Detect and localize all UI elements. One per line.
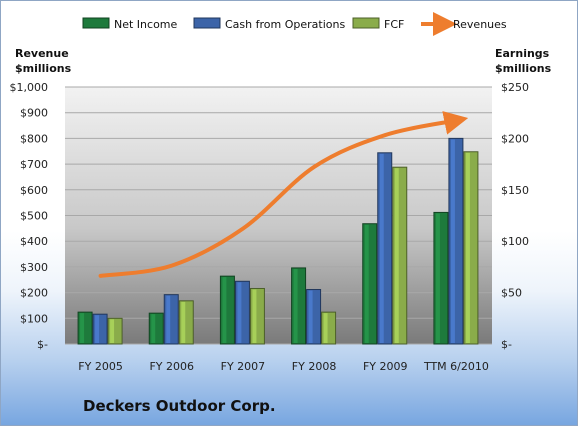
legend-label: Net Income bbox=[114, 18, 178, 31]
left-axis-title: Revenue bbox=[15, 47, 69, 60]
right-tick-label: $200 bbox=[501, 132, 529, 145]
company-name: Deckers Outdoor Corp. bbox=[83, 397, 276, 415]
right-tick-label: $250 bbox=[501, 81, 529, 94]
left-tick-label: $200 bbox=[20, 287, 48, 300]
bar-highlight bbox=[181, 301, 186, 343]
left-tick-label: $900 bbox=[20, 107, 48, 120]
bar-highlight bbox=[450, 139, 455, 343]
bar-highlight bbox=[465, 152, 470, 343]
bar-highlight bbox=[293, 268, 298, 343]
right-tick-label: $50 bbox=[501, 287, 522, 300]
bar-highlight bbox=[95, 315, 100, 343]
right-tick-label: $- bbox=[501, 338, 512, 351]
bar-highlight bbox=[80, 313, 85, 343]
category-label: TTM 6/2010 bbox=[423, 360, 489, 373]
bar-highlight bbox=[308, 290, 313, 343]
left-tick-label: $400 bbox=[20, 235, 48, 248]
revenues-line bbox=[98, 111, 469, 278]
left-axis-title: $millions bbox=[15, 62, 72, 75]
bar-highlight bbox=[252, 289, 257, 343]
bar-highlight bbox=[323, 313, 328, 343]
legend-label: Revenues bbox=[453, 18, 507, 31]
bar-highlight bbox=[110, 319, 115, 343]
bar-highlight bbox=[379, 153, 384, 343]
legend-swatch bbox=[352, 17, 380, 29]
bar-highlight bbox=[151, 314, 156, 343]
left-tick-label: $- bbox=[37, 338, 48, 351]
plot-area: $- $100 $200 $300 $400 $500 $600 $700 $800 $900 $1… bbox=[10, 81, 530, 373]
left-tick-label: $300 bbox=[20, 261, 48, 274]
bar-highlight bbox=[166, 295, 171, 343]
legend: Net Income Cash from Operations FCF Revenue… bbox=[82, 12, 507, 36]
category-label: FY 2006 bbox=[149, 360, 194, 373]
category-label: FY 2005 bbox=[78, 360, 123, 373]
right-tick-label: $100 bbox=[501, 235, 529, 248]
left-tick-label: $100 bbox=[20, 312, 48, 325]
category-label: FY 2008 bbox=[292, 360, 337, 373]
legend-swatch bbox=[193, 17, 221, 29]
left-tick-label: $500 bbox=[20, 210, 48, 223]
right-axis-title: Earnings bbox=[495, 47, 550, 60]
bar-highlight bbox=[364, 224, 369, 343]
legend-label: FCF bbox=[384, 18, 404, 31]
right-tick-label: $150 bbox=[501, 184, 529, 197]
bar-highlight bbox=[435, 213, 440, 343]
legend-label: Cash from Operations bbox=[225, 18, 345, 31]
category-label: FY 2007 bbox=[221, 360, 266, 373]
bar-highlight bbox=[394, 168, 399, 343]
legend-swatch bbox=[82, 17, 110, 29]
left-tick-label: $1,000 bbox=[10, 81, 49, 94]
left-tick-label: $600 bbox=[20, 184, 48, 197]
right-axis-title: $millions bbox=[495, 62, 552, 75]
category-label: FY 2009 bbox=[363, 360, 408, 373]
axis-titles: Revenue $millions Earnings $millions bbox=[15, 47, 552, 75]
bar-highlight bbox=[222, 277, 227, 343]
left-tick-label: $800 bbox=[20, 132, 48, 145]
left-tick-label: $700 bbox=[20, 158, 48, 171]
bar-highlight bbox=[237, 282, 242, 343]
